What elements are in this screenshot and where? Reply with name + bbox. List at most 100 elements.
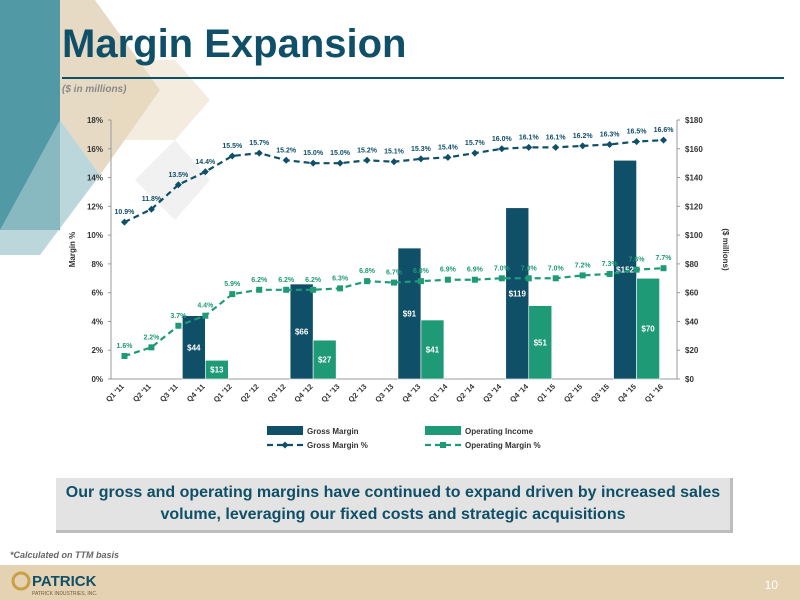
operating-margin-pct-label: 7.0%: [548, 265, 565, 272]
category-label: Q1 '12: [212, 382, 234, 404]
operating-margin-pct-point: [660, 265, 667, 272]
gross-margin-pct-point: [417, 155, 425, 163]
operating-margin-pct-label: 6.7%: [386, 270, 403, 277]
operating-margin-pct-point: [121, 352, 128, 359]
left-tick-label: 2%: [91, 346, 103, 355]
gross-margin-pct-point: [579, 142, 587, 150]
operating-margin-pct-point: [175, 322, 182, 329]
gross-margin-pct-point: [255, 149, 263, 157]
gross-margin-bar: [182, 315, 206, 380]
gross-margin-pct-label: 13.5%: [168, 172, 189, 179]
left-tick-label: 14%: [87, 174, 103, 183]
gross-margin-pct-point: [228, 152, 236, 160]
operating-income-bar-label: $51: [534, 338, 548, 347]
operating-margin-pct-label: 5.9%: [224, 281, 241, 288]
gross-margin-pct-point: [282, 156, 290, 164]
category-label: Q3 '13: [373, 382, 395, 404]
gross-margin-pct-label: 15.4%: [438, 144, 459, 151]
gross-margin-pct-point: [552, 143, 560, 151]
operating-margin-pct-point: [579, 272, 586, 279]
legend-gross-margin-swatch: [267, 426, 303, 435]
right-tick-label: $160: [685, 145, 703, 154]
gross-margin-bar-label: $91: [403, 310, 417, 319]
operating-margin-pct-point: [633, 266, 640, 273]
operating-income-bar: [205, 359, 229, 380]
operating-margin-pct-label: 7.0%: [521, 265, 538, 272]
gross-margin-pct-point: [390, 158, 398, 166]
operating-margin-pct-label: 4.4%: [197, 303, 214, 310]
operating-margin-pct-line: [124, 267, 664, 358]
gross-margin-pct-label: 15.2%: [276, 147, 297, 154]
legend-operating-income-label: Operating Income: [465, 427, 534, 436]
operating-margin-pct-label: 1.6%: [116, 343, 133, 350]
operating-margin-pct-point: [202, 312, 209, 319]
operating-margin-pct-label: 7.6%: [629, 257, 646, 264]
gross-margin-bar-label: $119: [509, 289, 527, 298]
operating-margin-pct-label: 7.7%: [656, 255, 673, 262]
page-number: 10: [764, 578, 778, 592]
category-label: Q4 '14: [508, 381, 531, 404]
gross-margin-pct-label: 16.6%: [654, 127, 675, 134]
operating-margin-pct-point: [444, 276, 451, 283]
footnote: *Calculated on TTM basis: [10, 550, 120, 560]
gross-margin-pct-point: [471, 149, 479, 157]
legend-gross-margin-pct-label: Gross Margin %: [307, 441, 368, 450]
gross-margin-pct-label: 15.2%: [357, 147, 378, 154]
category-label: Q4 '12: [292, 382, 314, 404]
right-tick-label: $0: [685, 375, 694, 384]
category-label: Q2 '12: [239, 382, 261, 404]
gross-margin-pct-point: [336, 159, 344, 167]
gross-margin-pct-label: 15.7%: [249, 140, 270, 147]
right-axis-title: ($ millions): [721, 228, 730, 271]
gross-margin-pct-label: 16.1%: [546, 134, 567, 141]
callout-box: Our gross and operating margins have con…: [56, 478, 733, 533]
operating-income-bar-label: $41: [426, 346, 440, 355]
operating-margin-pct-point: [337, 285, 344, 292]
gross-margin-pct-label: 15.0%: [330, 150, 351, 157]
operating-margin-pct-point: [229, 291, 236, 298]
operating-margin-pct-label: 6.8%: [413, 268, 430, 275]
operating-margin-pct-label: 6.9%: [467, 267, 484, 274]
right-tick-label: $100: [685, 231, 703, 240]
footer-bar: [0, 565, 800, 600]
operating-margin-pct-point: [391, 279, 397, 286]
operating-margin-pct-point: [364, 278, 371, 285]
left-tick-label: 16%: [87, 145, 103, 154]
category-label: Q4 '15: [616, 382, 638, 404]
operating-margin-pct-label: 6.8%: [359, 268, 376, 275]
gross-margin-pct-label: 16.2%: [573, 133, 594, 140]
operating-margin-pct-point: [525, 275, 532, 282]
legend-gross-margin-pct-marker: [281, 441, 289, 449]
gross-margin-pct-label: 16.3%: [600, 131, 621, 138]
gross-margin-pct-label: 11.8%: [142, 196, 162, 203]
operating-income-bar-label: $13: [210, 366, 224, 375]
gross-margin-bar-label: $66: [295, 328, 309, 337]
gross-margin-pct-label: 15.5%: [222, 143, 243, 150]
operating-margin-pct-point: [310, 286, 317, 293]
operating-margin-pct-label: 6.9%: [440, 267, 457, 274]
left-tick-label: 18%: [87, 116, 103, 125]
category-label: Q3 '11: [158, 382, 180, 404]
slide-title: Margin Expansion: [62, 22, 407, 66]
operating-income-bar: [528, 305, 553, 380]
category-label: Q3 '14: [481, 381, 504, 404]
left-tick-label: 8%: [91, 260, 103, 269]
gross-margin-pct-point: [174, 181, 182, 189]
legend-operating-margin-pct-marker: [440, 442, 446, 448]
right-tick-label: $180: [685, 116, 703, 125]
gross-margin-bar: [289, 283, 314, 380]
category-label: Q3 '12: [266, 382, 288, 404]
legend-gross-margin-label: Gross Margin: [307, 427, 359, 436]
right-tick-label: $120: [685, 202, 703, 211]
operating-margin-pct-label: 6.2%: [305, 277, 322, 284]
operating-margin-pct-label: 7.3%: [602, 261, 619, 268]
gross-margin-pct-point: [309, 159, 317, 167]
category-label: Q1 '11: [104, 382, 126, 404]
operating-margin-pct-label: 7.2%: [575, 262, 592, 269]
gross-margin-pct-point: [147, 205, 155, 213]
category-label: Q1 '15: [535, 382, 557, 404]
operating-margin-pct-point: [471, 276, 478, 283]
operating-margin-pct-point: [606, 270, 613, 277]
patrick-logo: PATRICK PATRICK INDUSTRIES, INC.: [11, 571, 97, 597]
